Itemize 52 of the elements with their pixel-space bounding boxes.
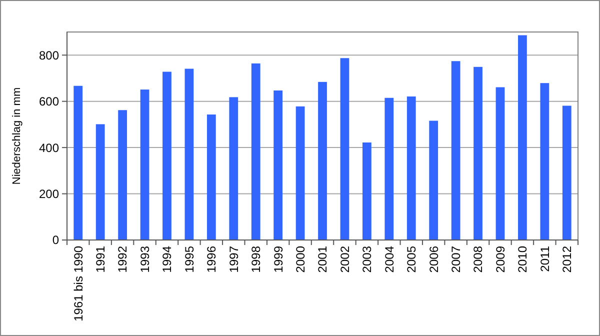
x-tick-label: 2000 — [293, 246, 308, 273]
bar — [296, 106, 305, 240]
x-tick-label: 2012 — [560, 246, 574, 273]
x-tick-label: 2007 — [449, 246, 464, 273]
x-tick-label: 1993 — [138, 246, 152, 273]
bar — [406, 96, 416, 240]
x-tick-label: 1999 — [271, 246, 286, 273]
x-tick-label: 1996 — [204, 246, 219, 273]
x-tick-label: 2003 — [360, 246, 374, 273]
bar — [140, 90, 150, 240]
x-tick-label: 2005 — [404, 246, 419, 273]
x-tick-label: 1992 — [116, 246, 130, 273]
bar — [96, 124, 105, 240]
bar — [518, 35, 527, 240]
bar — [162, 72, 172, 240]
x-tick-label: 2002 — [338, 246, 352, 273]
x-tick-label: 1995 — [182, 246, 196, 273]
x-tick-label: 1961 bis 1990 — [71, 246, 86, 322]
bar — [74, 86, 83, 240]
y-tick-label: 800 — [38, 48, 60, 62]
x-tick-label: 1997 — [226, 246, 241, 273]
x-tick-label: 2010 — [516, 246, 530, 273]
y-tick-label: 600 — [38, 94, 60, 109]
y-tick-label: 200 — [38, 186, 60, 201]
x-tick-label: 2008 — [471, 246, 486, 273]
bar — [274, 90, 283, 240]
bar — [451, 61, 460, 240]
bar — [540, 83, 550, 240]
x-tick-label: 1991 — [94, 246, 108, 273]
bar — [429, 120, 438, 240]
bar — [229, 97, 238, 240]
x-tick-label: 2001 — [316, 246, 330, 273]
x-tick-label: 2004 — [382, 246, 396, 273]
y-axis-title: Niederschlag in mm — [11, 87, 23, 185]
bar — [496, 87, 505, 240]
bar — [118, 110, 127, 240]
x-tick-label: 2011 — [538, 246, 552, 272]
y-tick-label: 0 — [52, 233, 60, 248]
bar — [362, 142, 372, 240]
bar — [340, 58, 350, 240]
bar — [184, 68, 194, 240]
x-tick-label: 1994 — [160, 246, 174, 273]
bar — [474, 66, 482, 240]
bar — [562, 106, 572, 240]
bar — [384, 98, 394, 240]
bar — [251, 63, 260, 240]
bar — [318, 82, 327, 240]
x-tick-label: 1998 — [249, 246, 264, 273]
x-tick-label: 2009 — [493, 246, 508, 273]
bar — [206, 114, 216, 240]
y-tick-label: 400 — [38, 140, 60, 155]
x-tick-label: 2006 — [426, 246, 441, 273]
